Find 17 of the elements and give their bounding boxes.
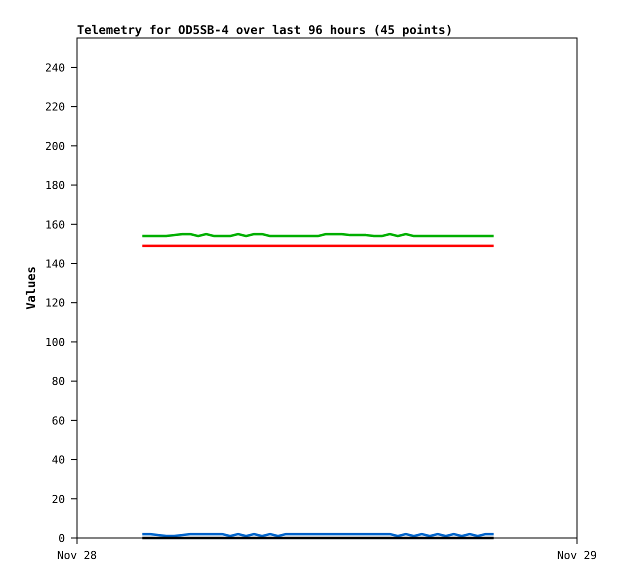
y-tick-label: 240: [45, 61, 65, 74]
x-tick-label: Nov 28: [57, 549, 97, 562]
x-tick-label: Nov 29: [557, 549, 597, 562]
y-axis-title: Values: [24, 266, 38, 310]
y-tick-label: 120: [45, 296, 65, 310]
y-tick-label: 40: [52, 454, 65, 467]
y-tick-label: 0: [58, 532, 65, 545]
y-tick-label: 200: [45, 140, 65, 153]
y-tick-label: 20: [52, 492, 65, 506]
y-tick-label: 220: [45, 100, 65, 114]
chart-title: Telemetry for OD5SB-4 over last 96 hours (45 points): [77, 23, 453, 37]
y-tick-label: 140: [45, 257, 65, 270]
y-tick-label: 60: [52, 414, 65, 428]
y-tick-label: 100: [45, 336, 65, 349]
y-tick-label: 160: [45, 218, 65, 232]
y-tick-label: 180: [45, 179, 65, 192]
y-tick-label: 80: [52, 375, 65, 388]
